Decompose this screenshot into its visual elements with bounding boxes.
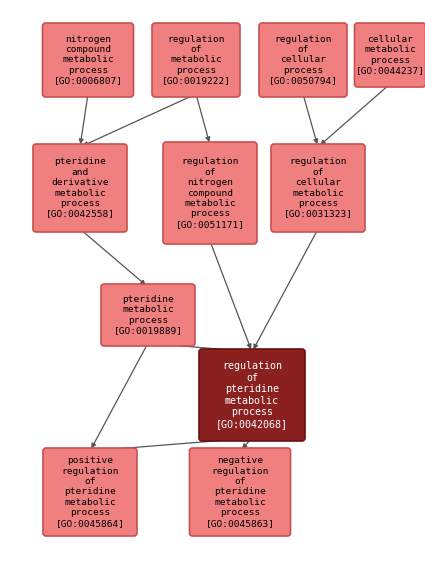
FancyBboxPatch shape bbox=[33, 144, 127, 232]
Text: positive
regulation
of
pteridine
metabolic
process
[GO:0045864]: positive regulation of pteridine metabol… bbox=[56, 457, 125, 528]
FancyBboxPatch shape bbox=[163, 142, 257, 244]
FancyBboxPatch shape bbox=[152, 23, 240, 97]
Text: regulation
of
cellular
metabolic
process
[GO:0031323]: regulation of cellular metabolic process… bbox=[283, 158, 352, 218]
FancyBboxPatch shape bbox=[43, 448, 137, 536]
Text: cellular
metabolic
process
[GO:0044237]: cellular metabolic process [GO:0044237] bbox=[355, 35, 425, 75]
Text: regulation
of
cellular
process
[GO:0050794]: regulation of cellular process [GO:00507… bbox=[269, 34, 337, 85]
Text: regulation
of
pteridine
metabolic
process
[GO:0042068]: regulation of pteridine metabolic proces… bbox=[216, 361, 288, 429]
Text: pteridine
and
derivative
metabolic
process
[GO:0042558]: pteridine and derivative metabolic proce… bbox=[45, 158, 114, 218]
Text: pteridine
metabolic
process
[GO:0019889]: pteridine metabolic process [GO:0019889] bbox=[113, 295, 182, 335]
Text: regulation
of
nitrogen
compound
metabolic
process
[GO:0051171]: regulation of nitrogen compound metaboli… bbox=[176, 158, 244, 229]
Text: regulation
of
metabolic
process
[GO:0019222]: regulation of metabolic process [GO:0019… bbox=[162, 34, 230, 85]
FancyBboxPatch shape bbox=[190, 448, 291, 536]
FancyBboxPatch shape bbox=[259, 23, 347, 97]
FancyBboxPatch shape bbox=[42, 23, 133, 97]
Text: negative
regulation
of
pteridine
metabolic
process
[GO:0045863]: negative regulation of pteridine metabol… bbox=[206, 457, 275, 528]
FancyBboxPatch shape bbox=[354, 23, 425, 87]
FancyBboxPatch shape bbox=[199, 349, 305, 441]
FancyBboxPatch shape bbox=[101, 284, 195, 346]
FancyBboxPatch shape bbox=[271, 144, 365, 232]
Text: nitrogen
compound
metabolic
process
[GO:0006807]: nitrogen compound metabolic process [GO:… bbox=[54, 34, 122, 85]
